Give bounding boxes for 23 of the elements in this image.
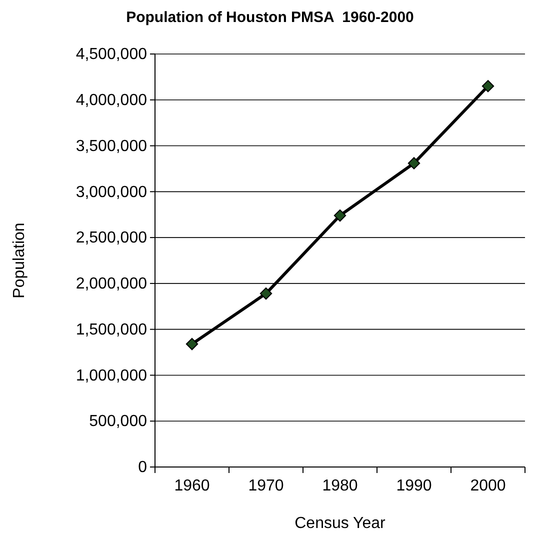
y-tick-label: 1,000,000 [76, 367, 148, 384]
x-tick-label: 1980 [322, 477, 358, 494]
point [408, 157, 420, 170]
x-tick-label: 1990 [396, 477, 432, 494]
y-tick-label: 3,000,000 [76, 184, 148, 201]
point [186, 338, 198, 350]
point [482, 80, 494, 92]
y-tick-label: 3,500,000 [76, 138, 148, 155]
y-tick-label: 4,000,000 [76, 92, 148, 110]
y-tick-label: 2,500,000 [76, 230, 148, 247]
y-axis-title: Population [11, 222, 28, 298]
point [334, 209, 346, 222]
y-tick-label: 0 [138, 459, 148, 476]
x-tick-label: 2000 [470, 477, 506, 494]
x-tick-label: 1970 [248, 477, 284, 494]
y-tick-label: 4,500,000 [76, 46, 148, 64]
x-axis-title: Census Year [294, 515, 386, 532]
y-tick-label: 500,000 [89, 413, 148, 430]
y-tick-label: 1,500,000 [76, 321, 148, 338]
y-tick-label: 2,000,000 [76, 276, 148, 293]
point [260, 287, 272, 300]
x-tick-label: 1960 [174, 477, 210, 494]
chart-title: Population of Houston PMSA 1960-2000 [126, 9, 414, 26]
